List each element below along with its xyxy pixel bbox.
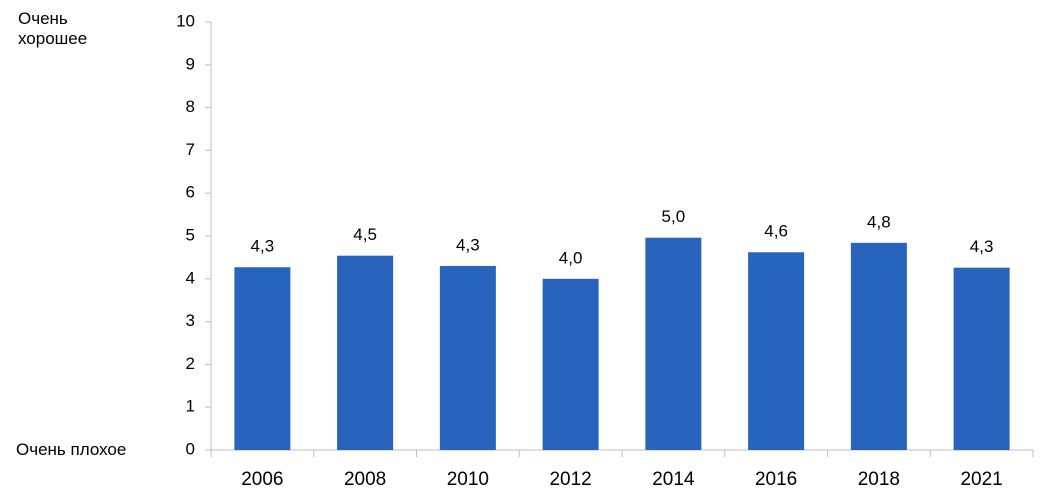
bottom-annotation: Очень плохое bbox=[16, 440, 127, 459]
value-label: 4,6 bbox=[764, 222, 788, 241]
y-tick-label: 5 bbox=[186, 225, 195, 244]
y-tick-label: 0 bbox=[186, 439, 195, 458]
y-tick-label: 10 bbox=[176, 11, 195, 30]
value-label: 5,0 bbox=[662, 207, 686, 226]
x-tick-label: 2006 bbox=[241, 469, 283, 490]
y-tick-label: 4 bbox=[186, 268, 195, 287]
value-label: 4,8 bbox=[867, 212, 891, 231]
bar bbox=[953, 267, 1010, 450]
y-tick-label: 1 bbox=[186, 397, 195, 416]
x-tick-label: 2010 bbox=[447, 469, 489, 490]
bar bbox=[542, 278, 599, 450]
bar bbox=[748, 252, 805, 450]
bar bbox=[234, 267, 291, 450]
bar bbox=[337, 255, 394, 450]
value-label: 4,3 bbox=[456, 235, 480, 254]
y-tick-label: 3 bbox=[186, 311, 195, 330]
bar bbox=[439, 265, 496, 450]
value-label: 4,0 bbox=[559, 248, 583, 267]
y-tick-label: 8 bbox=[186, 97, 195, 116]
x-tick-label: 2018 bbox=[858, 469, 900, 490]
bar bbox=[850, 242, 907, 450]
y-tick-label: 9 bbox=[186, 54, 195, 73]
x-tick-label: 2021 bbox=[960, 469, 1002, 490]
value-label: 4,3 bbox=[251, 237, 275, 256]
y-tick-label: 6 bbox=[186, 183, 195, 202]
x-tick-label: 2012 bbox=[549, 469, 591, 490]
y-tick-label: 7 bbox=[186, 140, 195, 159]
bar bbox=[645, 237, 702, 450]
top-annotation: Очень хорошее bbox=[18, 9, 88, 48]
value-label: 4,3 bbox=[970, 237, 994, 256]
y-tick-label: 2 bbox=[186, 354, 195, 373]
x-tick-label: 2014 bbox=[652, 469, 695, 490]
value-label: 4,5 bbox=[353, 225, 377, 244]
x-tick-label: 2016 bbox=[755, 469, 797, 490]
x-tick-label: 2008 bbox=[344, 469, 386, 490]
